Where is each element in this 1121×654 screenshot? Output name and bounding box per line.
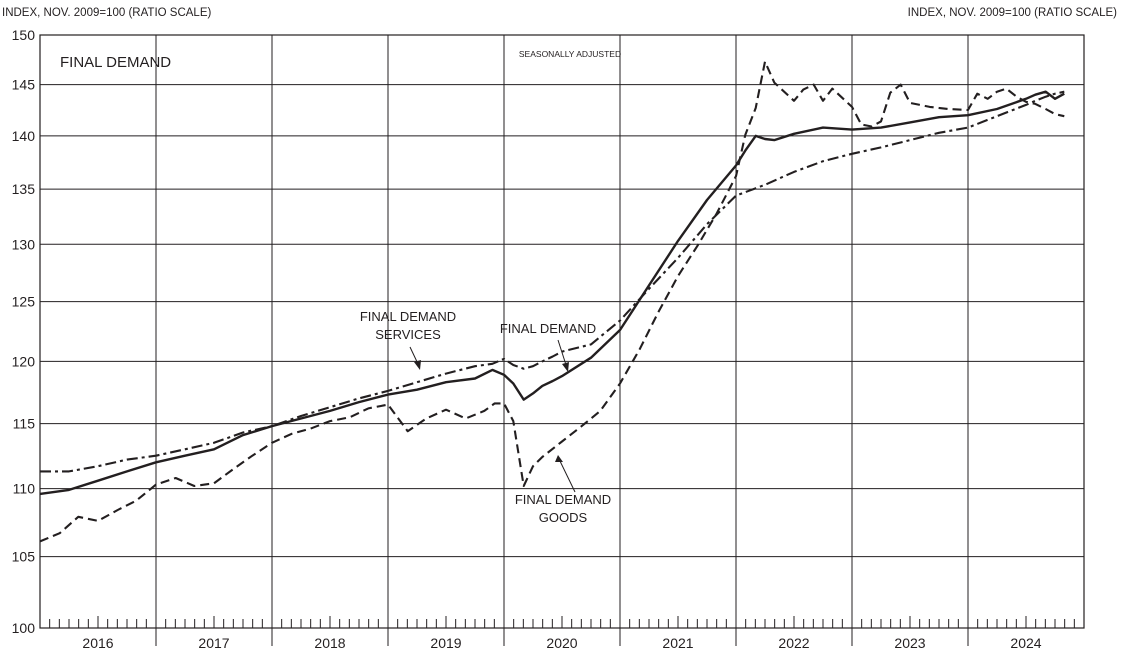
x-tick-label: 2017 [198, 635, 229, 651]
annotation-goods: FINAL DEMAND GOODS [515, 455, 611, 525]
plot-frame [39, 34, 1085, 629]
x-axis: 2016 2017 2018 2019 2020 2021 2022 2023 2024 [49, 616, 1075, 651]
chart-title: FINAL DEMAND [60, 54, 171, 71]
x-tick-label: 2023 [894, 635, 925, 651]
series-lines [39, 60, 1065, 543]
y-tick-label: 130 [12, 236, 36, 252]
y-tick-label: 115 [13, 416, 36, 432]
x-tick-label: 2016 [82, 635, 113, 651]
y-tick-label: 145 [12, 77, 36, 93]
y-tick-label: 100 [12, 620, 36, 636]
annotation-final-demand: FINAL DEMAND [500, 321, 596, 372]
series-line-final-demand [39, 90, 1065, 496]
gridlines [40, 35, 1084, 646]
x-tick-label: 2022 [778, 635, 809, 651]
right-axis-label: INDEX, NOV. 2009=100 (RATIO SCALE) [908, 7, 1117, 19]
y-tick-label: 110 [13, 481, 36, 497]
y-tick-label: 135 [12, 181, 36, 197]
series-line-final-demand-goods [39, 60, 1065, 543]
annotation-final-demand-text: FINAL DEMAND [500, 321, 596, 336]
x-tick-label: 2024 [1010, 635, 1041, 651]
y-tick-label: 150 [12, 27, 36, 43]
chart-subtitle: SEASONALLY ADJUSTED [519, 49, 621, 59]
y-tick-labels: 100 105 110 115 120 125 130 135 140 145 150 [12, 27, 36, 636]
y-tick-label: 105 [12, 549, 36, 565]
annotation-services: FINAL DEMAND SERVICES [360, 309, 456, 370]
annotation-goods-text: FINAL DEMAND [515, 492, 611, 507]
x-tick-label: 2019 [430, 635, 461, 651]
x-tick-label: 2020 [546, 635, 577, 651]
annotation-services-text2: SERVICES [375, 327, 441, 342]
left-axis-label: INDEX, NOV. 2009=100 (RATIO SCALE) [2, 7, 211, 19]
x-tick-label: 2021 [662, 635, 693, 651]
annotation-goods-text2: GOODS [539, 510, 588, 525]
series-line-final-demand-services [40, 90, 1065, 473]
x-tick-label: 2018 [314, 635, 345, 651]
annotation-services-text: FINAL DEMAND [360, 309, 456, 324]
y-tick-label: 125 [12, 294, 36, 310]
y-tick-label: 140 [12, 128, 36, 144]
y-tick-label: 120 [12, 353, 36, 369]
